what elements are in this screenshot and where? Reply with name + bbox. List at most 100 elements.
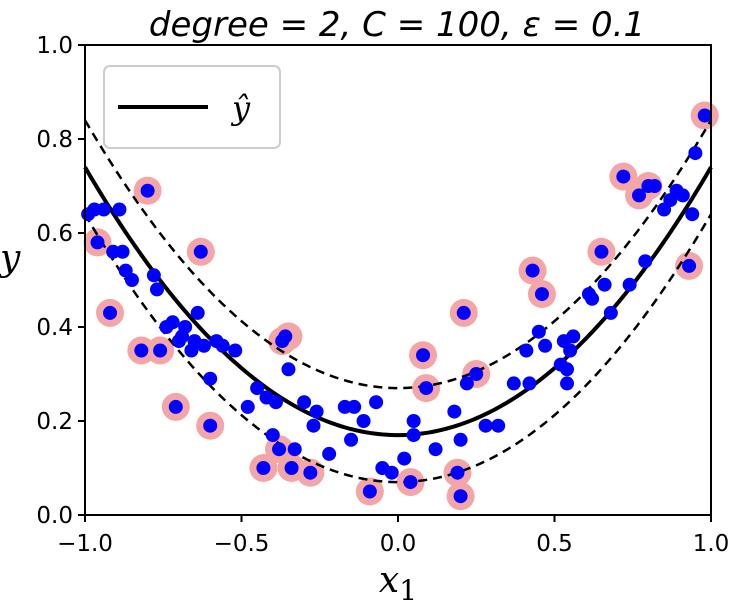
x-axis-label: x1: [379, 560, 417, 603]
data-point-52: [362, 484, 377, 499]
data-point-89: [603, 305, 618, 320]
data-point-99: [675, 188, 690, 203]
data-point-93: [638, 254, 653, 269]
data-point-59: [406, 428, 421, 443]
x-ticks: −1.0 −0.5 0.0 0.5 1.0: [57, 515, 729, 557]
data-point-27: [203, 418, 218, 433]
legend: ŷ: [103, 65, 281, 149]
data-point-25: [196, 338, 211, 353]
data-point-11: [140, 183, 155, 198]
data-point-55: [384, 465, 399, 480]
data-point-32: [250, 381, 265, 396]
data-point-30: [228, 343, 243, 358]
data-point-12: [146, 268, 161, 283]
data-point-4: [103, 305, 118, 320]
data-point-58: [406, 414, 421, 428]
data-point-86: [585, 291, 600, 306]
data-point-103: [697, 108, 712, 123]
data-point-64: [450, 465, 465, 480]
data-point-88: [597, 277, 612, 292]
x-tick-label: 1.0: [693, 531, 730, 557]
data-point-81: [560, 362, 575, 377]
data-point-57: [403, 475, 418, 490]
data-point-102: [688, 146, 703, 161]
data-point-87: [594, 244, 609, 259]
data-point-77: [534, 287, 549, 302]
data-point-42: [287, 442, 302, 457]
data-point-68: [459, 376, 474, 391]
data-point-101: [685, 207, 700, 222]
data-point-36: [268, 395, 283, 410]
data-point-78: [538, 338, 553, 353]
data-point-44: [303, 465, 318, 480]
data-point-26: [203, 371, 218, 386]
data-point-49: [344, 432, 359, 447]
data-point-17: [168, 399, 183, 414]
data-point-95: [647, 179, 662, 193]
data-point-7: [115, 244, 130, 259]
y-tick-label: 0.6: [36, 221, 73, 247]
data-point-33: [256, 461, 271, 475]
data-point-10: [134, 343, 149, 358]
data-point-47: [322, 446, 337, 461]
data-point-40: [281, 362, 296, 377]
data-point-61: [419, 381, 434, 396]
x-tick-label: 0.0: [380, 531, 417, 557]
data-point-3: [96, 202, 111, 217]
data-point-43: [297, 395, 312, 410]
data-point-41: [284, 461, 299, 475]
data-point-82: [560, 376, 575, 391]
x-axis-label-main: x: [379, 560, 399, 601]
data-point-91: [622, 277, 637, 292]
data-point-56: [397, 451, 412, 466]
data-point-14: [153, 343, 168, 358]
data-point-73: [519, 343, 534, 358]
y-axis-label: y: [0, 238, 21, 279]
data-point-31: [240, 399, 255, 414]
data-point-76: [531, 324, 546, 339]
y-tick-label: 1.0: [36, 33, 73, 59]
lower-margin-line: [83, 213, 713, 484]
y-tick-label: 0.4: [36, 315, 73, 341]
data-point-66: [453, 432, 468, 447]
data-point-50: [347, 399, 362, 414]
data-point-70: [478, 418, 493, 433]
data-point-75: [525, 263, 540, 278]
data-point-23: [190, 305, 205, 320]
data-point-62: [428, 442, 443, 457]
data-point-46: [309, 404, 324, 419]
data-point-53: [369, 395, 384, 410]
x-tick-label: −0.5: [214, 531, 270, 557]
x-tick-label: −1.0: [57, 531, 113, 557]
x-axis-label-subscript: 1: [399, 574, 417, 603]
data-point-29: [215, 338, 230, 353]
data-point-9: [124, 273, 139, 287]
chart-title: degree = 2, C = 100, ε = 0.1: [149, 5, 645, 45]
data-point-13: [149, 282, 164, 297]
upper-margin-line: [83, 119, 713, 390]
legend-label: ŷ: [230, 89, 251, 127]
y-tick-label: 0.0: [36, 503, 73, 529]
data-point-65: [453, 489, 468, 504]
data-point-2: [90, 235, 105, 250]
data-point-74: [522, 376, 537, 391]
data-point-39: [278, 329, 293, 344]
data-point-37: [272, 442, 287, 457]
data-point-83: [563, 343, 578, 358]
data-point-20: [178, 320, 193, 334]
x-tick-label: 0.5: [536, 531, 573, 557]
data-point-92: [632, 188, 647, 203]
y-tick-label: 0.8: [36, 127, 73, 153]
data-point-69: [469, 367, 484, 381]
data-point-90: [616, 169, 631, 184]
data-point-60: [416, 348, 431, 363]
data-point-100: [682, 258, 697, 273]
data-point-6: [112, 202, 127, 217]
data-point-35: [265, 428, 280, 443]
data-point-71: [491, 418, 506, 433]
svg-text:x1: x1: [379, 560, 417, 603]
data-point-63: [447, 404, 462, 419]
y-tick-label: 0.2: [36, 409, 73, 435]
y-ticks: 0.0 0.2 0.4 0.6 0.8 1.0: [36, 33, 85, 529]
data-point-51: [356, 414, 371, 428]
